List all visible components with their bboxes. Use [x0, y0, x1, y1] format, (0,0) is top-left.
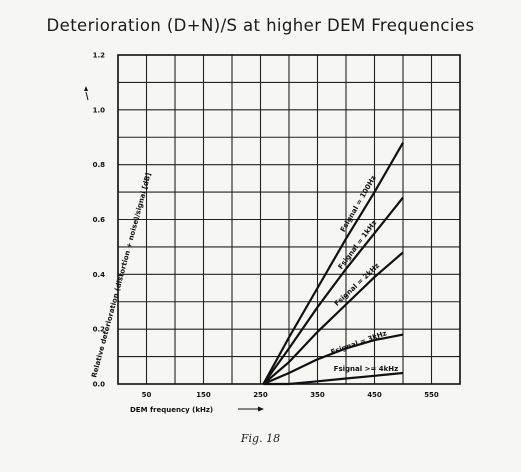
- grid: [117, 54, 461, 385]
- y-tick-label: 1.2: [93, 52, 106, 60]
- x-axis-arrow-icon: [258, 406, 264, 412]
- series-line-3: [262, 251, 404, 385]
- y-axis-arrow-icon: [84, 86, 88, 91]
- x-tick-label: 450: [367, 391, 382, 399]
- x-tick-label: 550: [424, 391, 439, 399]
- curves: [262, 142, 404, 386]
- annotation-label: Fsignal >= 4kHz: [334, 365, 399, 373]
- series-line-4: [262, 333, 404, 386]
- y-tick-label: 0.8: [93, 161, 106, 169]
- series-line-5: [263, 371, 404, 386]
- chart-title: Deterioration (D+N)/S at higher DEM Freq…: [46, 16, 475, 35]
- y-tick-label: 0.0: [93, 381, 106, 389]
- x-tick-label: 150: [196, 391, 211, 399]
- y-tick-label: 0.4: [93, 271, 106, 279]
- y-tick-label: 1.0: [93, 106, 106, 114]
- y-tick-label: 0.6: [93, 216, 106, 224]
- figure-caption: Fig. 18: [240, 432, 281, 445]
- x-axis-label: DEM frequency (kHz): [130, 406, 213, 414]
- annotation-label: Fsignal = 3kHz: [330, 329, 388, 356]
- x-tick-label: 350: [310, 391, 325, 399]
- series-line-1: [262, 142, 404, 385]
- series-line-2: [262, 196, 404, 385]
- x-tick-label: 250: [253, 391, 268, 399]
- x-tick-label: 50: [142, 391, 152, 399]
- y-axis-arrow-line: [85, 91, 89, 101]
- y-tick-label: 0.2: [93, 326, 106, 334]
- tick-labels: 50 150 250 350 450 550 0.0 0.2 0.4 0.6 0.8 1.0 1.2: [93, 52, 439, 400]
